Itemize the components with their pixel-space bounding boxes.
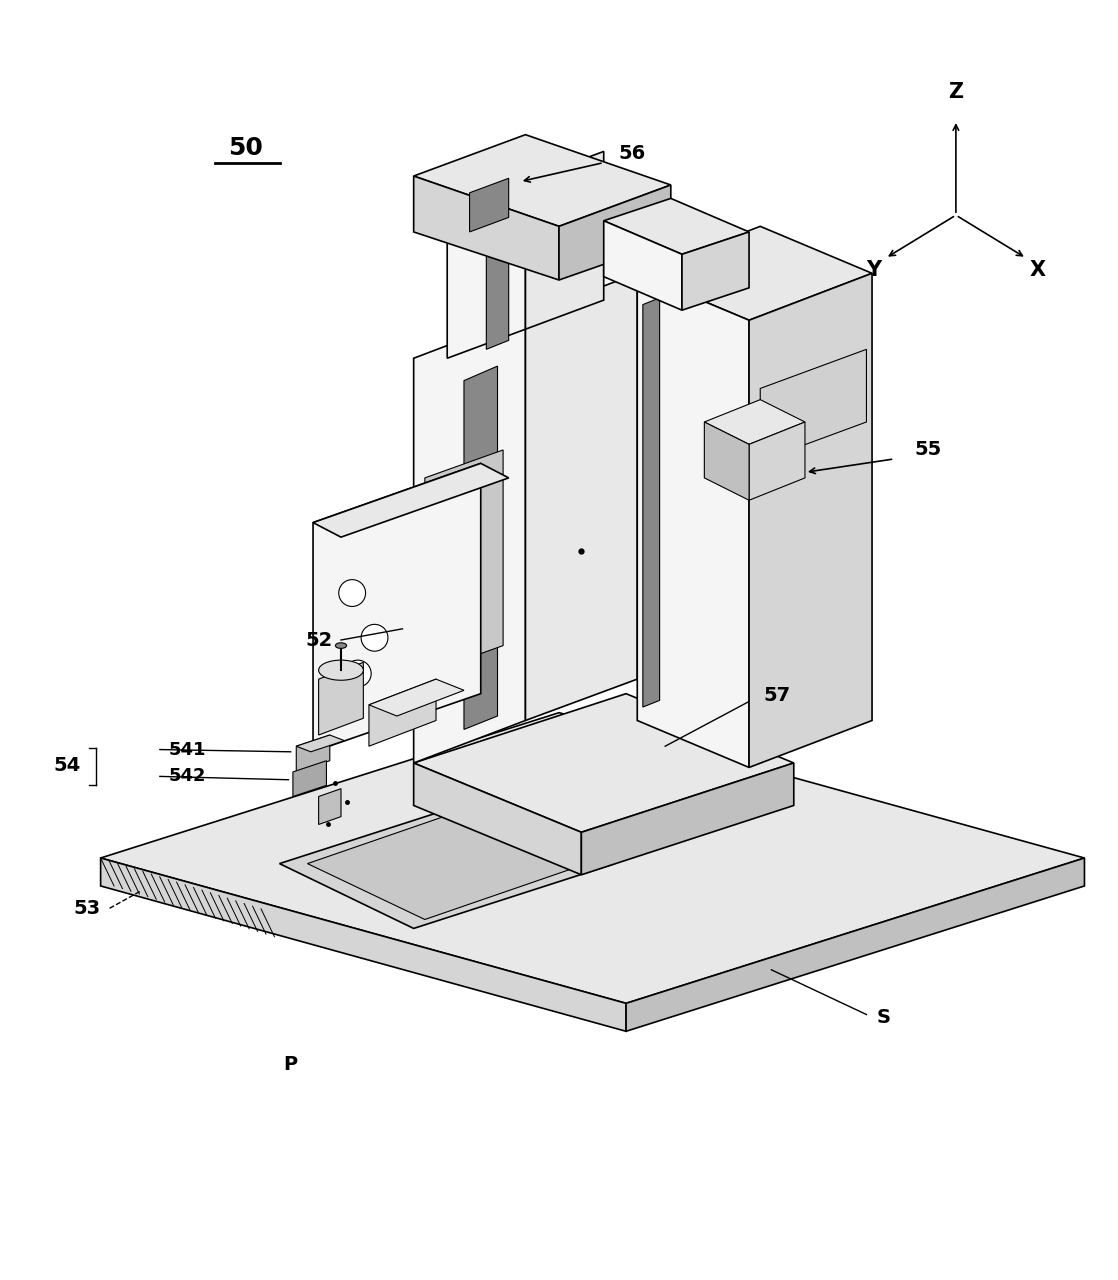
Polygon shape — [525, 151, 604, 329]
Polygon shape — [626, 858, 1084, 1032]
Polygon shape — [414, 694, 794, 832]
Polygon shape — [369, 680, 464, 716]
Polygon shape — [307, 808, 587, 919]
Polygon shape — [637, 274, 749, 768]
Polygon shape — [447, 180, 525, 358]
Circle shape — [344, 660, 371, 687]
Polygon shape — [313, 463, 509, 538]
Text: 53: 53 — [74, 899, 101, 918]
Polygon shape — [414, 316, 525, 763]
Text: 54: 54 — [54, 755, 80, 774]
Text: 541: 541 — [169, 741, 207, 759]
Polygon shape — [581, 763, 794, 874]
Polygon shape — [425, 451, 503, 673]
Polygon shape — [525, 274, 637, 721]
Text: Y: Y — [866, 260, 881, 280]
Polygon shape — [319, 662, 363, 735]
Text: 50: 50 — [228, 136, 264, 160]
Polygon shape — [486, 220, 509, 349]
Circle shape — [361, 625, 388, 652]
Polygon shape — [749, 422, 805, 500]
Text: 57: 57 — [764, 686, 790, 705]
Polygon shape — [643, 298, 660, 707]
Text: X: X — [1030, 260, 1046, 280]
Polygon shape — [704, 422, 749, 500]
Polygon shape — [313, 463, 481, 751]
Polygon shape — [760, 349, 866, 461]
Polygon shape — [704, 399, 805, 444]
Polygon shape — [319, 788, 341, 824]
Polygon shape — [464, 366, 498, 730]
Text: Z: Z — [948, 82, 964, 102]
Polygon shape — [470, 178, 509, 232]
Polygon shape — [604, 220, 682, 310]
Polygon shape — [682, 232, 749, 310]
Polygon shape — [296, 735, 344, 751]
Polygon shape — [101, 713, 1084, 1004]
Polygon shape — [414, 134, 671, 227]
Polygon shape — [637, 227, 872, 320]
Text: P: P — [284, 1055, 297, 1074]
Polygon shape — [559, 186, 671, 280]
Ellipse shape — [335, 643, 347, 649]
Polygon shape — [749, 274, 872, 768]
Text: 55: 55 — [915, 440, 941, 460]
Polygon shape — [414, 763, 581, 874]
Text: 56: 56 — [618, 145, 645, 163]
Polygon shape — [369, 680, 436, 746]
Polygon shape — [604, 198, 749, 255]
Polygon shape — [280, 799, 615, 928]
Text: 542: 542 — [169, 768, 207, 786]
Text: S: S — [877, 1009, 890, 1028]
Polygon shape — [293, 760, 326, 796]
Circle shape — [339, 580, 366, 607]
Text: 52: 52 — [305, 631, 332, 649]
Polygon shape — [296, 735, 330, 772]
Polygon shape — [101, 858, 626, 1032]
Ellipse shape — [319, 660, 363, 680]
Polygon shape — [414, 177, 559, 280]
